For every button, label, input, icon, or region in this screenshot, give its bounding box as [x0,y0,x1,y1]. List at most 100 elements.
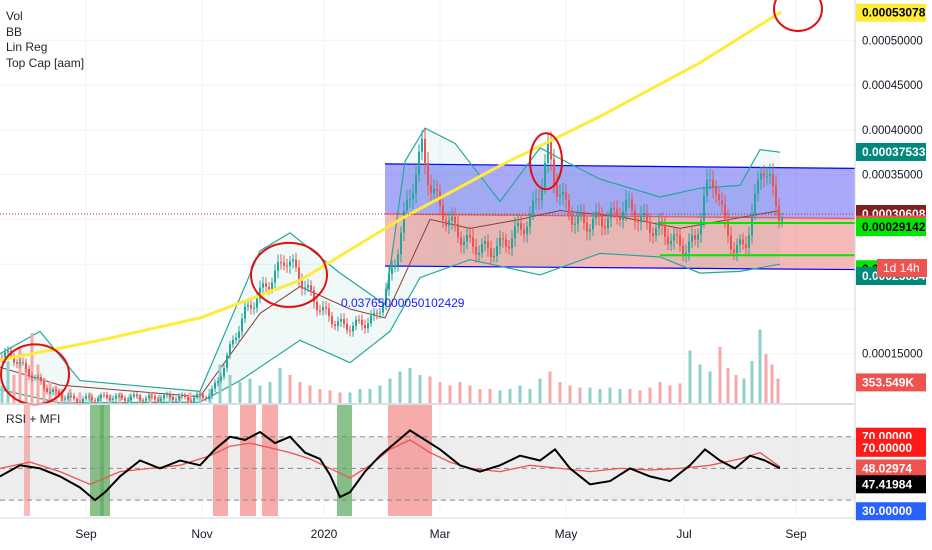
candle-body-153 [460,237,462,246]
candle-body-163 [490,248,492,258]
volume-bar-43 [388,378,392,403]
price-label-bg-0 [856,3,926,22]
candle-body-40 [121,395,123,399]
candle-body-134 [403,210,405,233]
candle-body-142 [427,163,429,186]
candle-body-65 [196,394,198,398]
price-label-bg-7 [856,373,926,392]
candle-body-152 [457,223,459,238]
candle-body-156 [469,234,471,238]
candle-body-166 [499,237,501,247]
volume-bar-36 [318,389,322,403]
candle-body-225 [676,234,678,236]
price-tick-3: 0.00045000 [862,80,923,92]
candle-body-246 [739,239,741,245]
candle-body-227 [682,245,684,255]
candle-body-108 [325,307,327,309]
candle-body-11 [34,377,36,379]
legend: Vol BB Lin Reg Top Cap [aam] [6,9,84,71]
volume-bar-4 [24,368,28,403]
candle-body-132 [397,254,399,266]
volume-bar-69 [648,387,652,403]
candle-body-122 [367,323,369,329]
volume-bar-56 [518,385,522,403]
price-label-4: 0.00029142 [862,220,926,234]
candle-body-160 [481,244,483,253]
candle-body-188 [565,192,567,200]
candle-body-173 [520,223,522,230]
candle-body-149 [448,220,450,226]
candle-body-168 [505,239,507,247]
candle-body-191 [574,223,576,225]
volume-bar-49 [448,385,452,403]
bb-upper-line [0,127,781,393]
candle-body-200 [601,216,603,227]
candle-body-10 [31,375,33,379]
volume-bar-83 [770,364,774,403]
candle-body-71 [214,382,216,389]
candle-body-244 [733,249,735,253]
candle-body-154 [463,241,465,246]
candle-body-144 [433,188,435,193]
volume-bar-0 [0,385,4,403]
candle-body-67 [202,394,204,398]
candle-body-85 [256,298,258,308]
time-tick-3: Mar [430,527,451,541]
candle-body-109 [328,308,330,317]
candle-body-59 [178,396,180,400]
candle-body-221 [664,225,666,237]
candle-body-51 [154,396,156,400]
candle-body-206 [619,216,621,221]
candle-body-148 [445,220,447,226]
countdown-label: 1d 14h [883,261,920,275]
candle-body-118 [355,319,357,326]
volume-bar-60 [558,382,562,403]
candle-body-129 [388,273,390,290]
overbought-bar-1 [240,405,256,516]
time-tick-6: Sep [785,527,807,541]
candle-body-32 [97,398,99,402]
volume-bar-37 [328,390,332,403]
volume-bar-80 [750,361,754,403]
candle-body-259 [778,206,780,221]
candle-body-172 [517,223,519,227]
volume-bar-62 [578,387,582,403]
price-label-0: 0.00053078 [862,6,926,20]
candle-body-185 [556,184,558,197]
time-tick-5: Jul [676,527,691,541]
candle-body-21 [64,398,66,400]
volume-bar-13 [88,392,92,403]
volume-bar-29 [248,378,252,403]
candle-body-42 [127,400,129,402]
candle-body-103 [310,285,312,291]
candle-body-255 [766,176,768,178]
candle-body-251 [754,193,756,214]
candle-body-214 [643,213,645,216]
candle-body-201 [604,226,606,229]
price-tick-2: 0.00040000 [862,125,923,137]
candle-body-69 [208,396,210,399]
volume-bar-44 [398,371,402,403]
candle-body-151 [454,216,456,224]
candle-body-228 [685,252,687,255]
candle-body-178 [535,199,537,201]
candle-body-133 [400,232,402,255]
candle-body-100 [301,280,303,289]
candle-body-231 [694,235,696,240]
candle-body-117 [352,325,354,332]
price-label-1: 0.00037533 [862,145,926,159]
candle-body-217 [652,232,654,236]
candle-body-101 [304,287,306,289]
price-tick-1: 0.00035000 [862,170,923,182]
candle-body-203 [610,207,612,219]
candle-body-84 [253,307,255,309]
candle-body-17 [52,389,54,392]
candle-body-48 [145,398,147,401]
candle-body-76 [229,344,231,356]
candle-body-193 [580,213,582,215]
candle-body-41 [124,398,126,401]
volume-bar-39 [348,392,352,403]
candle-body-13 [40,376,42,382]
annotation-circle-2 [529,132,563,191]
volume-bar-63 [588,387,592,403]
